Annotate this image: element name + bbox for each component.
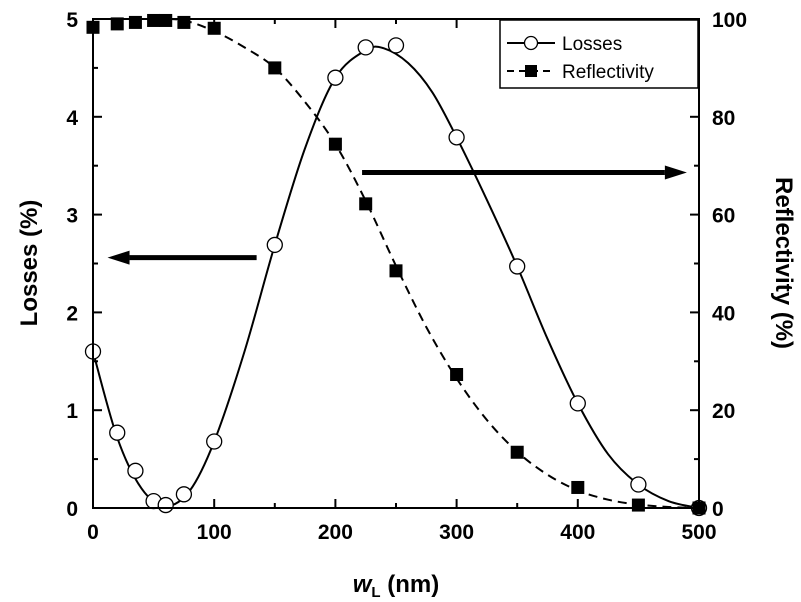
losses-point [157,496,174,514]
reflectivity-point [510,445,524,459]
losses-point [509,258,526,275]
left-y-tick-label: 0 [66,498,78,521]
losses-point [127,462,144,479]
x-axis-title: wL (nm) [353,571,440,601]
left-y-tick-label: 4 [66,107,78,130]
right-y-tick-label: 20 [712,400,735,423]
legend-losses-label: Losses [562,34,622,55]
reflectivity-point [389,264,403,278]
right-y-tick-label: 100 [712,9,747,32]
reflectivity-point [631,498,645,512]
right-y-tick-label: 0 [712,498,724,521]
right-y-tick-label: 40 [712,302,735,325]
reflectivity-point [571,480,585,494]
reflectivity-point [177,15,191,29]
losses-point [175,486,193,503]
legend-reflectivity-marker [525,65,537,77]
x-tick-label: 400 [560,521,595,544]
x-tick-label: 500 [681,521,716,544]
left-y-tick-label: 2 [66,302,78,325]
losses-point [357,39,374,56]
reflectivity-fit-line [93,19,699,508]
losses-point [569,395,586,412]
legend-losses-marker [523,35,539,51]
reflectivity-point [110,17,124,31]
x-tick-label: 100 [197,521,232,544]
losses-point [206,433,223,450]
fit-curves [93,19,699,508]
arrow-to-left-axis-head [107,250,130,265]
left-y-tick-label: 1 [66,400,78,423]
left-y-axis-title: Losses (%) [16,200,43,327]
data-markers [84,13,708,517]
x-tick-label: 200 [318,521,353,544]
losses-point [266,236,283,254]
reflectivity-point [359,197,373,211]
left-y-tick-label: 5 [66,9,78,32]
reflectivity-point [128,15,142,29]
reflectivity-point [147,13,161,27]
losses-point [109,424,126,441]
losses-point [327,69,344,86]
losses-point [630,476,647,493]
right-y-tick-label: 80 [712,107,735,130]
reflectivity-point [268,61,282,75]
reflectivity-point [328,137,342,151]
x-tick-label: 300 [439,521,474,544]
left-y-tick-label: 3 [66,205,78,228]
reflectivity-point [159,13,173,27]
losses-point [448,129,465,146]
axis-arrows [107,165,687,265]
plot-frame [92,18,700,509]
x-axis-title-main: w [353,571,373,598]
right-y-axis-title: Reflectivity (%) [770,177,797,349]
reflectivity-point [207,21,221,35]
reflectivity-point [450,368,464,382]
arrow-to-right-axis-head [664,165,687,180]
losses-point [387,37,405,54]
x-tick-label: 0 [87,521,99,544]
x-axis-title-unit: (nm) [381,571,440,598]
x-axis-title-subscript: L [371,584,380,601]
legend: Losses Reflectivity [499,19,699,89]
right-y-tick-label: 60 [712,205,735,228]
legend-reflectivity-label: Reflectivity [562,62,654,83]
